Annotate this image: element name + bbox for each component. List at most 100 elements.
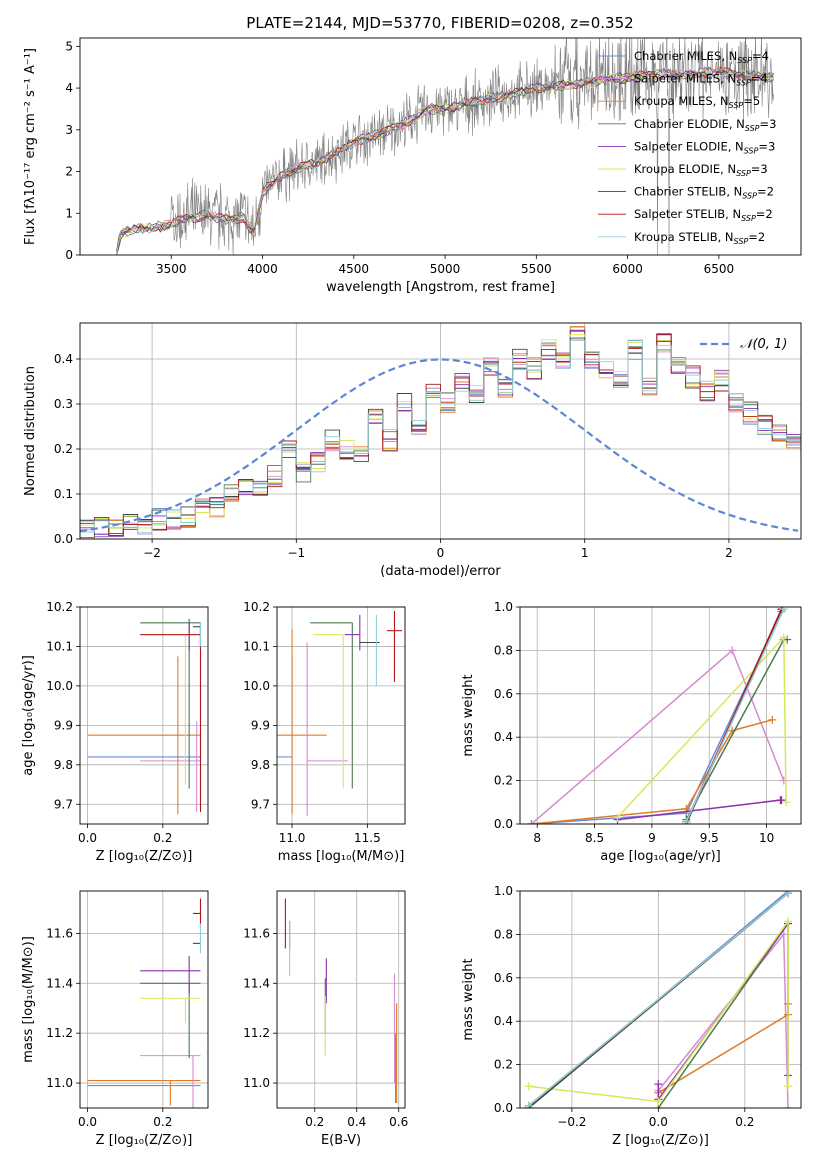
hist-kroupa-elodie [80,333,801,529]
x-axis-label: mass [log₁₀(M/M⊙)] [278,849,405,864]
y-tick-label: 0.6 [494,687,513,701]
y-tick-label: 9.8 [251,758,270,772]
legend-tail: =3 [760,117,777,131]
y-tick-label: 0.3 [54,397,73,411]
series-chabrier-elodie [654,919,793,1108]
x-tick-label: 0.2 [153,1115,172,1129]
x-tick-label: 8 [533,831,541,845]
y-tick-label: 0.2 [494,1058,513,1072]
errorbar-kroupa-elodie [140,997,201,1024]
y-tick-label: 11.4 [243,976,270,990]
errorbar-kroupa-miles [87,656,201,815]
series-kroupa-stelib [524,891,793,1108]
y-tick-label: 11.6 [243,926,270,940]
x-axis-label: (data-model)/error [380,564,501,579]
errorbar-salpeter-stelib [140,622,202,813]
y-tick-label: 0.4 [494,1014,513,1028]
x-tick-label: 9 [648,831,656,845]
legend-sub: SSP [734,237,749,246]
hist-chabrier-miles [80,331,801,537]
legend-sub: SSP [729,101,744,110]
y-tick-label: 0.1 [54,487,73,501]
age_vs_Z-axes: 0.0 0.2 9.7 9.8 9.9 10.0 10.1 10.2 Z [log₁₀(Z/Z⊙… [21,600,208,864]
x-axis-label: Z [log₁₀(Z/Z⊙)] [612,1133,709,1148]
y-tick-label: 0.2 [54,442,73,456]
y-tick-label: 11.2 [243,1026,270,1040]
series-kroupa-stelib [682,607,788,824]
y-tick-label: 3 [65,123,73,137]
y-tick-label: 9.9 [54,718,73,732]
series-salpeter-elodie [613,796,786,824]
model-line-kroupa-stelib [116,68,774,255]
x-tick-label: −1 [287,546,305,560]
legend-sub: SSP [742,192,757,201]
x-tick-label: 3500 [156,262,187,276]
legend-label: Salpeter STELIB, NSSP=2 [634,207,773,223]
legend-sub: SSP [736,79,751,88]
errorbar-salpeter-miles [140,721,201,813]
y-axis-label: mass [log₁₀(M/M⊙)] [21,936,36,1063]
series-line [617,799,782,821]
x-tick-label: 11.0 [279,831,306,845]
y-axis-label: Flux [fλ10⁻¹⁷ erg cm⁻² s⁻¹ A⁻¹] [23,48,38,245]
errorbar-chabrier-elodie [140,982,201,1059]
age_vs_Z-frame [79,606,209,825]
y-tick-label: 1.0 [494,600,513,614]
x-axis-label: age [log₁₀(age/yr)] [600,849,721,864]
series-line [528,919,789,1103]
legend-tail: =2 [757,185,774,199]
errorbar-salpeter-elodie [140,955,201,994]
spectrum-legend: Chabrier MILES, NSSP=4 Salpeter MILES, NS… [598,49,776,246]
y-tick-label: 0.0 [494,817,513,831]
y-tick-label: 4 [65,81,73,95]
series-line [685,608,785,823]
x-tick-label: 6000 [612,262,643,276]
x-axis-label: Z [log₁₀(Z/Z⊙)] [96,1133,193,1148]
y-tick-label: 0.4 [54,352,73,366]
x-tick-label: 0.4 [347,1115,366,1129]
errorbar-kroupa-elodie [140,634,201,785]
residuals-frame [79,322,802,540]
legend-label: Kroupa MILES, NSSP=5 [634,94,760,110]
legend-label: Chabrier ELODIE, NSSP=3 [634,117,776,133]
errorbar-salpeter-miles [306,642,348,817]
massweight_vs_Z-frame [519,890,802,1109]
x-tick-label: 9.5 [700,831,719,845]
errorbar-salpeter-elodie [344,614,361,651]
y-tick-label: 1.0 [494,884,513,898]
errorbar-salpeter-miles [140,1055,201,1108]
x-axis-label: Z [log₁₀(Z/Z⊙)] [96,849,193,864]
legend-label: Chabrier MILES, NSSP=4 [634,49,769,65]
x-tick-label: 2 [725,546,733,560]
y-axis-label: age [log₁₀(age/yr)] [21,655,36,776]
errorbar-salpeter-stelib [386,610,402,682]
errorbar-chabrier-miles [277,654,293,813]
massweight_vs_age-frame [519,606,802,825]
legend-tail: =2 [756,207,773,221]
y-tick-label: 0.0 [494,1101,513,1115]
y-tick-label: 9.9 [251,718,270,732]
x-axis-label: E(B-V) [321,1133,361,1148]
x-tick-label: 11.5 [354,831,381,845]
x-tick-label: 6500 [704,262,735,276]
y-tick-label: 11.2 [46,1026,73,1040]
y-tick-label: 0.2 [494,774,513,788]
legend-tail: =3 [758,139,775,153]
legend-sub: SSP [741,214,756,223]
x-tick-label: 1 [581,546,589,560]
y-tick-label: 0.8 [494,643,513,657]
legend-label: Kroupa ELODIE, NSSP=3 [634,162,768,178]
legend-tail: =4 [752,49,769,63]
y-axis-label: mass weight [461,674,476,756]
mass_vs_ebv-axes: 0.2 0.4 0.6 11.0 11.2 11.4 11.6 E(B-V) [243,891,408,1148]
legend-label: Salpeter MILES, NSSP=4 [634,72,768,88]
age_vs_mass-axes: 11.0 11.5 9.7 9.8 9.9 10.0 10.1 10.2 mass [log₁₀… [243,600,405,864]
x-tick-label: 0.2 [153,831,172,845]
legend-tail: =3 [751,162,768,176]
hist-chabrier-stelib [80,337,801,536]
hist-kroupa-stelib [80,339,801,534]
legend-label: Chabrier STELIB, NSSP=2 [634,185,774,201]
y-tick-label: 9.8 [54,758,73,772]
series-kroupa-elodie [613,633,791,822]
